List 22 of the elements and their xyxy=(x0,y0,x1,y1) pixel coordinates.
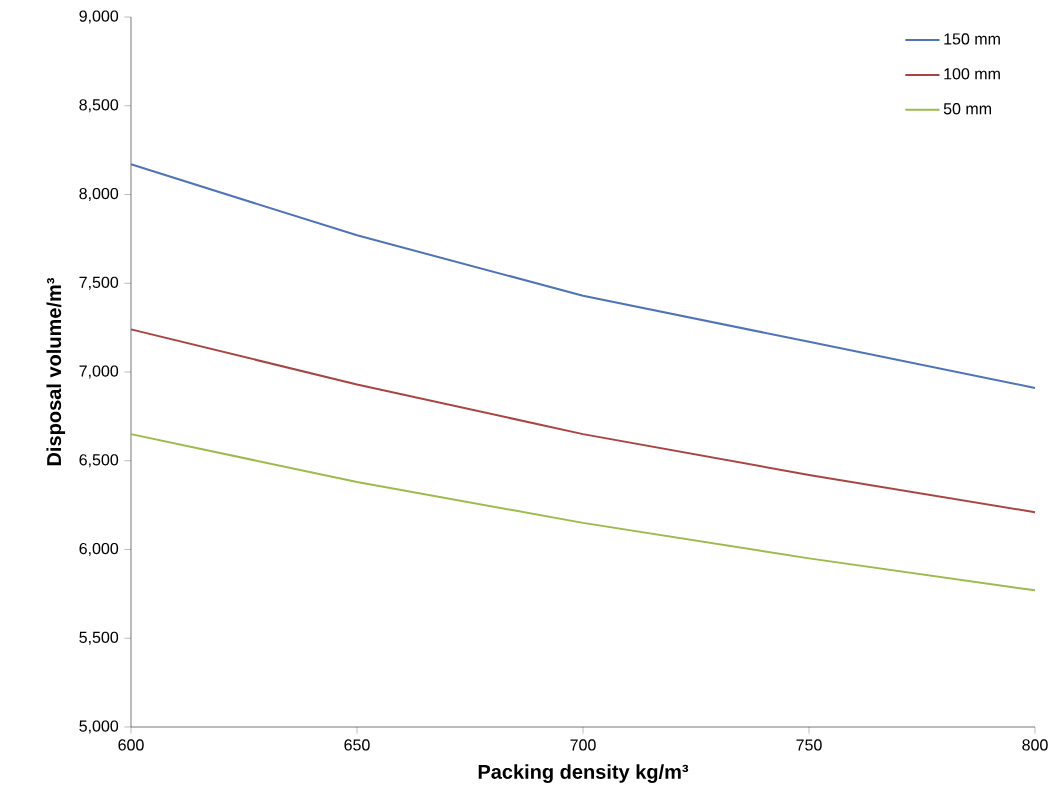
line-series xyxy=(130,328,1037,514)
y-tick-label: 7,500 xyxy=(79,276,119,290)
y-tick-label: 6,500 xyxy=(79,454,119,468)
line-series xyxy=(130,163,1037,389)
y-axis-title: Disposal volume/m³ xyxy=(46,277,66,466)
y-tick-label: 5,500 xyxy=(79,631,119,645)
y-tick-label: 8,500 xyxy=(79,99,119,113)
x-tick-label: 700 xyxy=(570,739,596,751)
x-tick-label: 600 xyxy=(118,739,144,751)
x-tick-label: 800 xyxy=(1022,739,1048,751)
y-tick-label: 7,000 xyxy=(79,365,119,379)
x-tick-label: 750 xyxy=(796,739,822,751)
legend-label: 50 mm xyxy=(943,103,991,115)
legend-label: 100 mm xyxy=(944,68,1000,80)
x-tick-label: 650 xyxy=(344,739,370,751)
y-tick-label: 5,000 xyxy=(79,720,119,734)
y-tick-label: 9,000 xyxy=(79,10,119,24)
line-series xyxy=(130,433,1037,592)
y-tick-label: 6,000 xyxy=(79,542,119,557)
y-tick-label: 8,000 xyxy=(79,187,119,202)
legend-label: 150 mm xyxy=(944,33,1000,45)
x-axis-title: Packing density kg/m³ xyxy=(478,764,689,783)
